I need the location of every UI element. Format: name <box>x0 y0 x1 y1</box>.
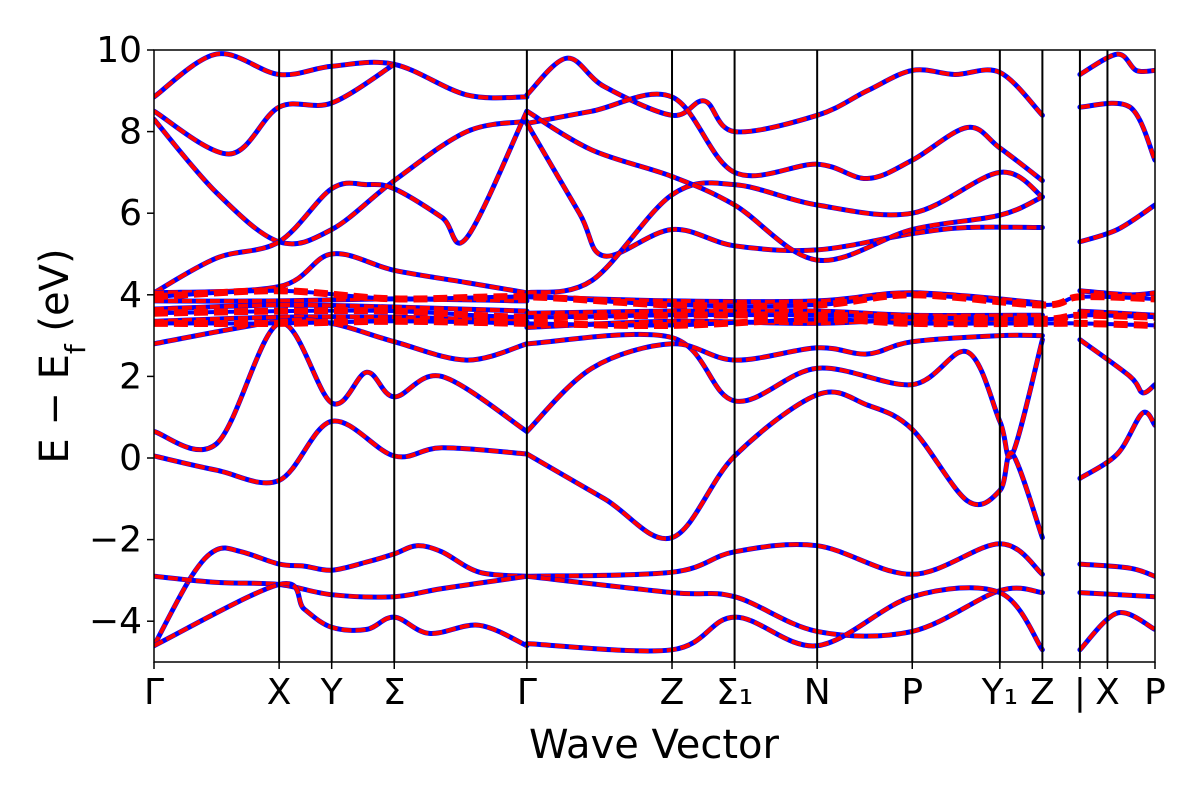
band-line-red-dashed <box>525 389 1045 541</box>
band-line-red-dashed <box>154 317 528 363</box>
band-line-red-dashed <box>1078 610 1155 652</box>
band-line-red-dashed <box>1079 101 1155 162</box>
x-tick-label: Y₁ <box>981 672 1018 713</box>
band-line-red-dashed <box>526 574 1043 639</box>
band-line-red-dashed <box>1079 288 1155 297</box>
band-line-red-dashed <box>154 315 1155 330</box>
band-line-red-dashed <box>526 92 1044 183</box>
band-line-red-dashed <box>1079 203 1155 244</box>
band-line-red-dashed <box>1079 590 1155 599</box>
band-line-red-dashed <box>154 543 528 647</box>
band-line-red-dashed <box>525 333 1043 433</box>
band-line-red-dashed <box>154 581 528 648</box>
x-tick-label: Σ₁ <box>716 672 753 713</box>
band-line-red-dashed <box>154 419 528 485</box>
band-line-red-dashed <box>526 585 1045 653</box>
y-axis-label-unit: (eV) <box>32 248 78 344</box>
x-tick-label: X <box>267 672 292 713</box>
y-axis-label-subscript: f <box>59 343 92 354</box>
band-line-red-dashed <box>1078 338 1155 395</box>
x-axis-label: Wave Vector <box>529 722 780 768</box>
band-line-red-dashed <box>525 56 1044 134</box>
y-tick-label: 8 <box>119 112 142 153</box>
plot-frame <box>153 49 1156 663</box>
y-tick-label: 10 <box>96 30 142 71</box>
band-line-red-dashed <box>154 110 529 295</box>
y-tick-label: 4 <box>119 275 142 316</box>
x-tick-label: Γ <box>517 672 537 713</box>
y-tick-label: 6 <box>119 193 142 234</box>
y-tick-label: 2 <box>119 356 142 397</box>
band-line-red-dashed <box>154 307 1155 323</box>
band-line-red-dashed <box>154 314 527 324</box>
x-tick-label: P <box>901 672 923 713</box>
x-tick-label: | <box>1074 672 1086 713</box>
band-line-red-dashed <box>154 321 528 452</box>
band-line-red-dashed <box>154 296 527 304</box>
band-line-red-dashed <box>525 122 1043 259</box>
k-point-lines <box>278 50 1109 662</box>
y-axis-label-main: E − E <box>32 354 78 464</box>
x-tick-label: Σ <box>383 672 406 713</box>
band-line-red-dashed <box>154 302 527 314</box>
x-tick-label: Y <box>320 672 344 713</box>
x-axis-ticks: Γ X Y Σ Γ Z Σ₁ N P Y₁ Z | X P <box>144 662 1166 713</box>
x-tick-label: Γ <box>144 672 164 713</box>
band-line-red-dashed <box>526 541 1044 579</box>
x-tick-label: Z <box>660 672 685 713</box>
y-tick-label: 0 <box>119 438 142 479</box>
band-line-red-dashed <box>1078 410 1155 481</box>
x-tick-label: X <box>1095 672 1120 713</box>
band-line-red-dashed <box>525 109 1044 263</box>
band-line-red-dashed <box>1079 562 1155 579</box>
band-line-red-dashed <box>154 287 1155 310</box>
y-axis-label: E − Ef (eV) <box>32 248 92 463</box>
y-axis-ticks: −4 −2 0 2 4 6 8 10 <box>89 30 154 642</box>
x-tick-label: N <box>804 672 831 713</box>
y-tick-label: −4 <box>89 601 142 642</box>
x-tick-label: P <box>1144 672 1166 713</box>
band-line-red-dashed <box>154 574 528 600</box>
band-line-red-dashed <box>1078 52 1155 77</box>
x-tick-label: Z <box>1030 672 1055 713</box>
band-line-red-dashed <box>526 170 1044 295</box>
y-tick-label: −2 <box>89 520 142 561</box>
